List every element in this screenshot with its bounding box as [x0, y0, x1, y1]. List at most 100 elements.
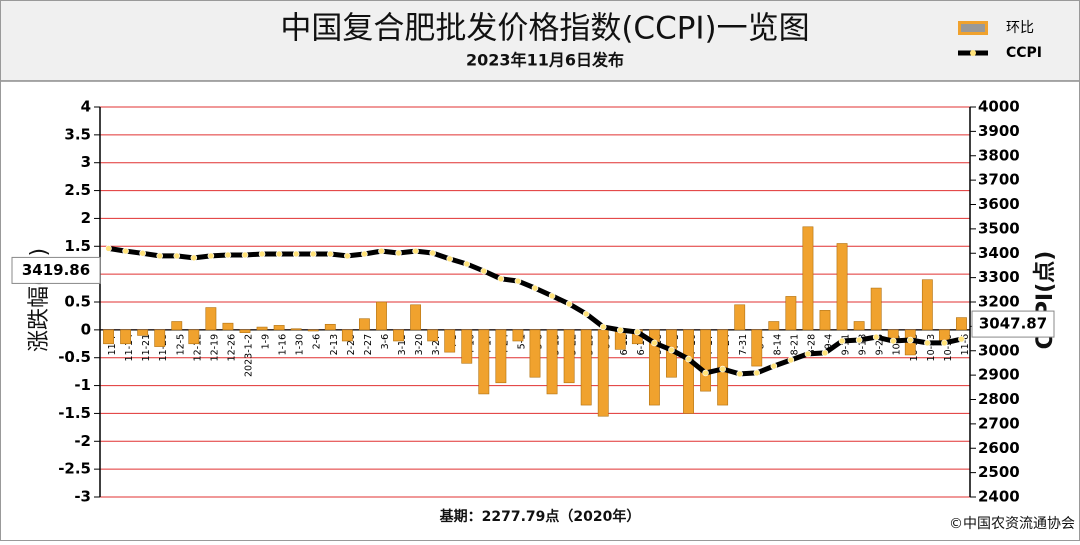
x-tick-label: 1-9 [261, 334, 272, 350]
bar [478, 329, 490, 395]
bar [376, 301, 387, 331]
line-marker [139, 249, 146, 257]
line-marker [719, 365, 726, 373]
callout-box [971, 310, 1055, 338]
x-tick-label: 2023-1-2 [244, 334, 255, 377]
x-tick-label: 7-31 [738, 334, 749, 356]
x-tick-label: 12-12 [192, 334, 203, 362]
x-tick-label: 11-6 [960, 334, 971, 356]
x-tick-label: 10-9 [892, 334, 903, 356]
bar [751, 329, 763, 367]
line-marker [326, 250, 334, 258]
bar [393, 329, 404, 342]
x-tick-label: 10-23 [926, 334, 937, 362]
x-tick-label: 2-13 [329, 334, 340, 356]
y2-tick-label: 3300 [978, 268, 1020, 286]
bar [103, 329, 114, 345]
line-marker [258, 250, 266, 258]
legend-swatch-inner [961, 24, 985, 32]
y-tick-label: 1.5 [64, 237, 91, 255]
y-tick-label: 3 [81, 153, 91, 171]
y2-tick-label: 2600 [978, 439, 1020, 457]
legend-marker [970, 50, 976, 56]
bar [341, 329, 353, 342]
x-tick-label: 10-30 [943, 334, 954, 362]
bar [427, 329, 439, 342]
x-tick-label: 2-6 [312, 334, 323, 350]
line-marker [821, 349, 829, 357]
line-marker [855, 336, 863, 344]
bar [461, 329, 473, 364]
y-tick-label: -1 [74, 376, 91, 394]
x-tick-label: 9-18 [858, 334, 869, 356]
line-marker [122, 247, 129, 255]
line-marker [480, 267, 488, 275]
y-tick-label: -2 [74, 432, 91, 450]
bar [785, 296, 797, 331]
y-tick-label: -3 [74, 488, 91, 506]
bar [768, 321, 780, 331]
bar [938, 329, 950, 342]
bar [887, 329, 899, 339]
line-marker [429, 249, 436, 257]
source-note: ©中国农资流通协会 [949, 516, 1075, 532]
y2-tick-label: 2400 [978, 488, 1020, 506]
line-marker [958, 335, 965, 343]
chart-title: 中国复合肥批发价格指数(CCPI)一览图 [280, 11, 809, 47]
bar [870, 287, 882, 331]
line-marker [787, 356, 795, 364]
line-marker [446, 255, 454, 263]
legend-label: CCPI [1006, 45, 1042, 61]
line-marker [770, 362, 778, 370]
x-tick-label: 2-27 [363, 334, 374, 356]
y2-tick-label: 2800 [978, 390, 1020, 408]
bar [819, 310, 831, 331]
line-marker [736, 370, 744, 378]
bar [648, 329, 660, 406]
y2-tick-label: 3600 [978, 195, 1020, 213]
bar [512, 329, 524, 342]
line-marker [497, 275, 505, 283]
y2-tick-label: 2500 [978, 463, 1020, 481]
x-tick-label: 11-7 [107, 334, 118, 356]
line-marker [599, 323, 607, 331]
x-tick-label: 11-28 [158, 334, 169, 362]
line-marker [872, 333, 880, 341]
line-marker [582, 310, 590, 318]
bar [410, 304, 422, 331]
x-tick-label: 3-6 [380, 334, 391, 350]
line-marker [241, 251, 249, 259]
line-marker [292, 250, 300, 258]
x-tick-label: 9-11 [841, 334, 852, 356]
bar [836, 243, 848, 331]
bar [956, 317, 967, 331]
chart-subtitle: 2023年11月6日发布 [466, 51, 624, 70]
line-marker [173, 252, 181, 260]
y2-tick-label: 3200 [978, 293, 1020, 311]
y2-tick-label: 3700 [978, 171, 1020, 189]
y2-tick-label: 2900 [978, 366, 1020, 384]
x-tick-label: 8-14 [772, 334, 783, 356]
x-tick-label: 6-19 [636, 334, 647, 356]
line-marker [616, 326, 624, 334]
bar [205, 307, 217, 331]
line-marker [753, 369, 761, 377]
line-marker [531, 284, 539, 292]
bar [120, 329, 132, 345]
bar [700, 329, 712, 392]
x-tick-label: 5-1 [516, 334, 527, 350]
y-tick-label: 4 [81, 98, 91, 116]
line-marker [190, 254, 198, 262]
x-tick-label: 1-30 [295, 334, 306, 356]
bar [563, 329, 575, 384]
y2-tick-label: 2700 [978, 414, 1020, 432]
bar [273, 325, 285, 331]
line-marker [651, 339, 658, 347]
callout-label: 3047.87 [979, 315, 1047, 333]
line-marker [361, 250, 368, 258]
y2-tick-label: 3000 [978, 341, 1020, 359]
x-tick-label: 8-28 [806, 334, 817, 356]
bar [734, 304, 746, 331]
line-marker [412, 247, 419, 255]
